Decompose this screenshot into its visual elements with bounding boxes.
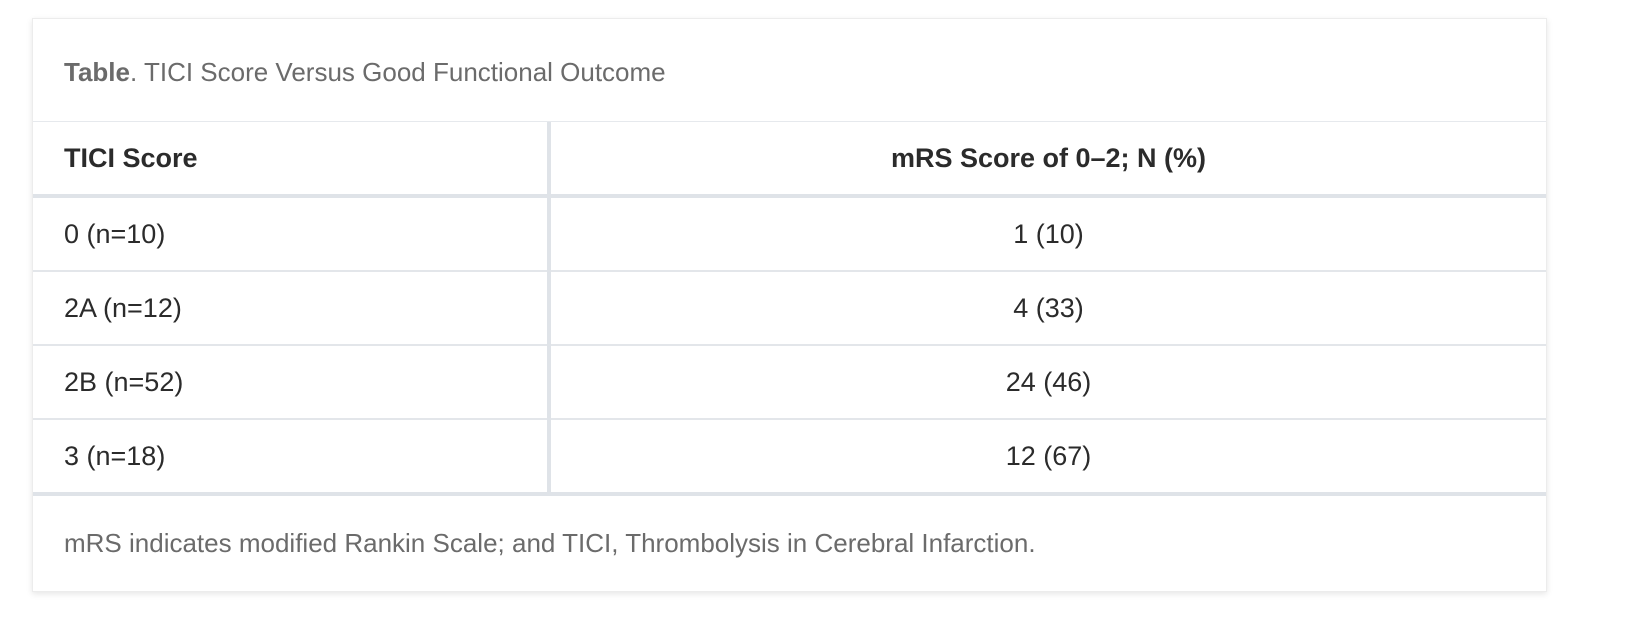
table-row: 0 (n=10) 1 (10): [33, 196, 1546, 272]
cell-tici-score: 3 (n=18): [33, 419, 551, 496]
caption-text: . TICI Score Versus Good Functional Outc…: [129, 57, 666, 87]
table-caption: Table. TICI Score Versus Good Functional…: [33, 19, 1546, 122]
table-row: 2B (n=52) 24 (46): [33, 345, 1546, 420]
cell-tici-score: 2A (n=12): [33, 271, 551, 346]
header-mrs-score: mRS Score of 0–2; N (%): [549, 122, 1546, 198]
cell-tici-score: 0 (n=10): [33, 196, 551, 272]
data-table: TICI Score mRS Score of 0–2; N (%) 0 (n=…: [33, 122, 1546, 496]
cell-mrs-outcome: 12 (67): [549, 419, 1546, 496]
cell-tici-score: 2B (n=52): [33, 345, 551, 420]
table-row: 2A (n=12) 4 (33): [33, 271, 1546, 346]
header-row: TICI Score mRS Score of 0–2; N (%): [33, 122, 1546, 198]
header-tici-score: TICI Score: [33, 122, 551, 198]
cell-mrs-outcome: 24 (46): [549, 345, 1546, 420]
cell-mrs-outcome: 1 (10): [549, 196, 1546, 272]
table-card: Table. TICI Score Versus Good Functional…: [32, 18, 1547, 592]
table-row: 3 (n=18) 12 (67): [33, 419, 1546, 496]
table-footnote: mRS indicates modified Rankin Scale; and…: [64, 528, 1036, 558]
cell-mrs-outcome: 4 (33): [549, 271, 1546, 346]
caption-label: Table: [64, 57, 130, 87]
